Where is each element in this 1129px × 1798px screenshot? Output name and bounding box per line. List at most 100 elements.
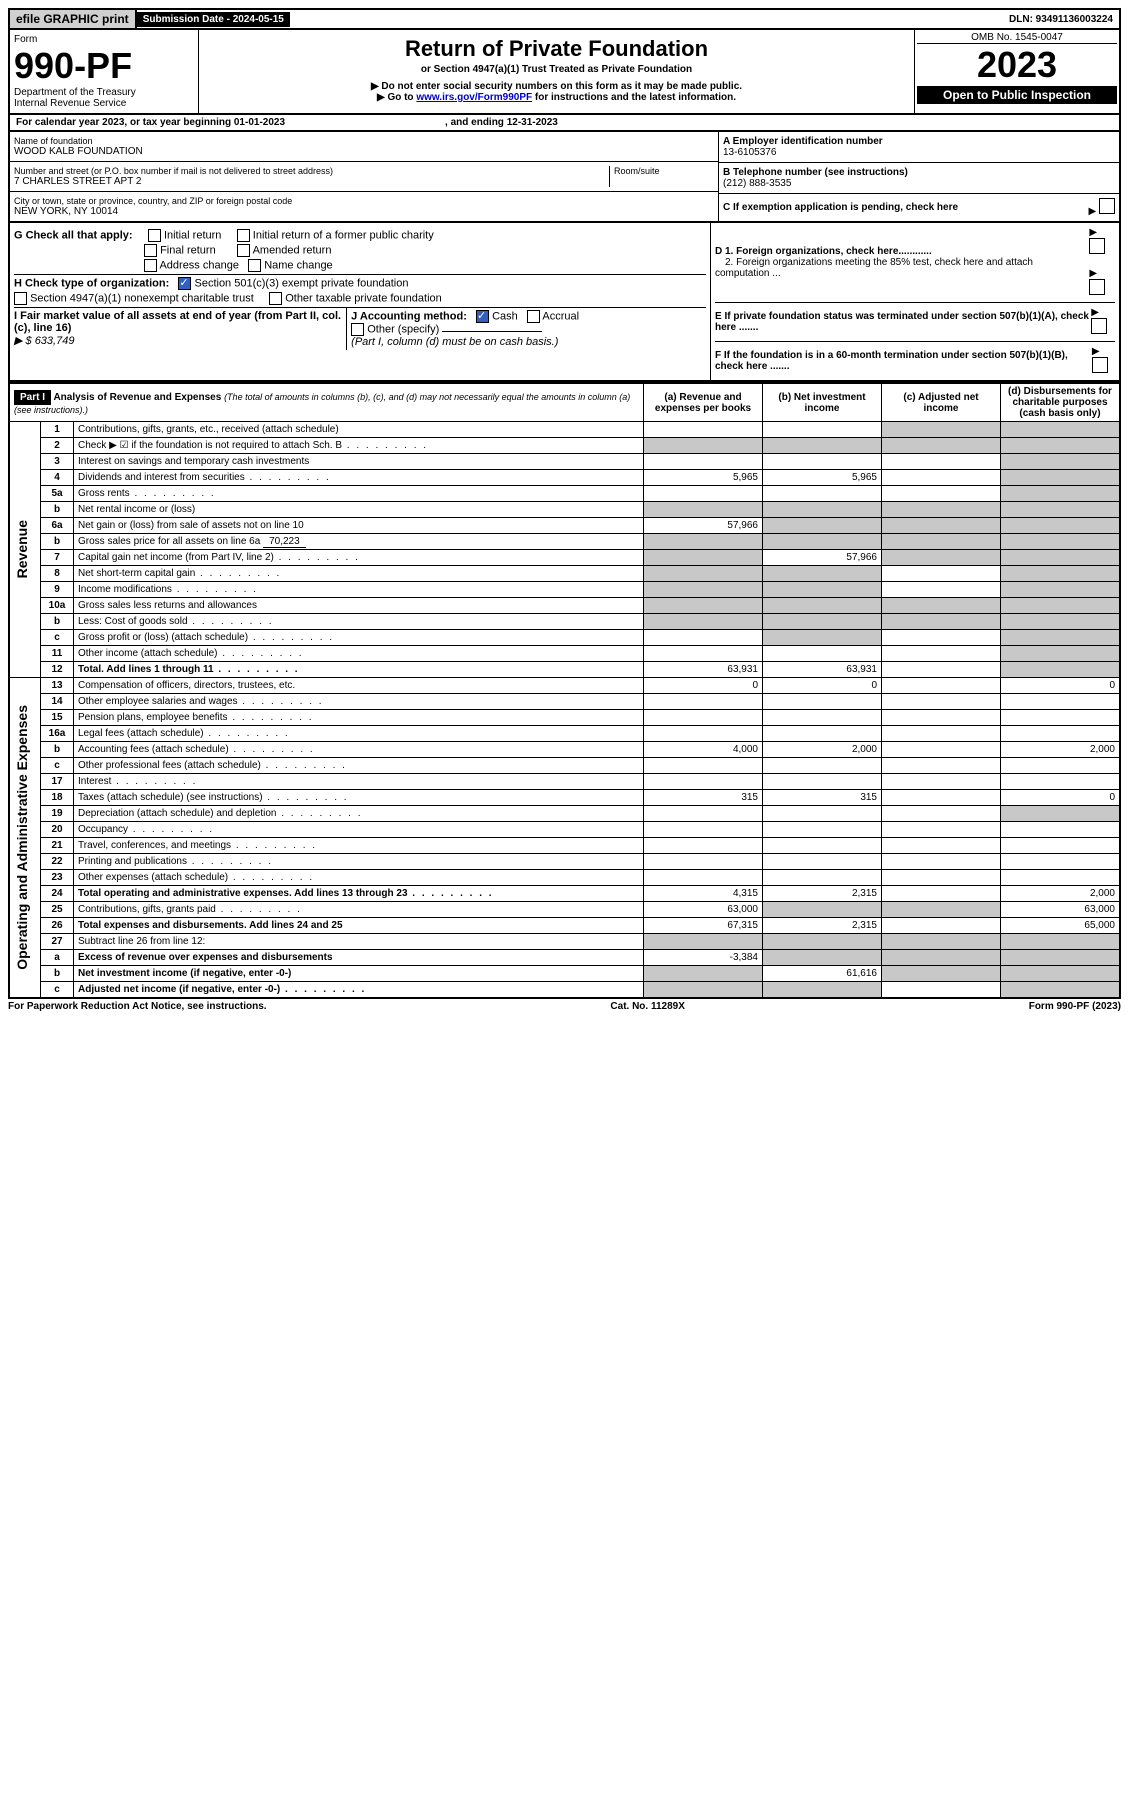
value-cell bbox=[882, 726, 1001, 742]
col-c-header: (c) Adjusted net income bbox=[882, 383, 1001, 422]
line-description: Gross profit or (loss) (attach schedule) bbox=[74, 630, 644, 646]
table-row: 10aGross sales less returns and allowanc… bbox=[9, 598, 1120, 614]
line-number: c bbox=[41, 982, 74, 999]
value-cell: 65,000 bbox=[1001, 918, 1121, 934]
value-cell bbox=[1001, 486, 1121, 502]
g3-label: Final return bbox=[160, 244, 216, 256]
value-cell bbox=[882, 934, 1001, 950]
value-cell bbox=[763, 934, 882, 950]
value-cell bbox=[882, 550, 1001, 566]
line-number: 2 bbox=[41, 438, 74, 454]
cash-checkbox[interactable] bbox=[476, 310, 489, 323]
exemption-checkbox[interactable] bbox=[1099, 198, 1115, 214]
value-cell bbox=[763, 438, 882, 454]
line-number: b bbox=[41, 614, 74, 630]
value-cell bbox=[763, 646, 882, 662]
value-cell bbox=[644, 454, 763, 470]
accrual-checkbox[interactable] bbox=[527, 310, 540, 323]
line-description: Adjusted net income (if negative, enter … bbox=[74, 982, 644, 999]
address-change-checkbox[interactable] bbox=[144, 259, 157, 272]
value-cell bbox=[882, 870, 1001, 886]
line-number: 19 bbox=[41, 806, 74, 822]
line-description: Pension plans, employee benefits bbox=[74, 710, 644, 726]
value-cell bbox=[1001, 822, 1121, 838]
value-cell: 2,000 bbox=[1001, 886, 1121, 902]
line-description: Taxes (attach schedule) (see instruction… bbox=[74, 790, 644, 806]
col-a-header: (a) Revenue and expenses per books bbox=[644, 383, 763, 422]
d1-checkbox[interactable] bbox=[1089, 238, 1105, 254]
e-checkbox[interactable] bbox=[1091, 318, 1107, 334]
value-cell bbox=[1001, 710, 1121, 726]
value-cell bbox=[1001, 518, 1121, 534]
initial-return-checkbox[interactable] bbox=[148, 229, 161, 242]
value-cell bbox=[882, 662, 1001, 678]
table-row: 12Total. Add lines 1 through 1163,93163,… bbox=[9, 662, 1120, 678]
page-footer: For Paperwork Reduction Act Notice, see … bbox=[8, 999, 1121, 1014]
value-cell bbox=[1001, 854, 1121, 870]
value-cell bbox=[1001, 934, 1121, 950]
table-row: bAccounting fees (attach schedule)4,0002… bbox=[9, 742, 1120, 758]
table-row: 3Interest on savings and temporary cash … bbox=[9, 454, 1120, 470]
value-cell: 315 bbox=[763, 790, 882, 806]
line-number: 14 bbox=[41, 694, 74, 710]
line-description: Gross rents bbox=[74, 486, 644, 502]
amended-return-checkbox[interactable] bbox=[237, 244, 250, 257]
value-cell bbox=[644, 502, 763, 518]
value-cell bbox=[763, 502, 882, 518]
value-cell bbox=[763, 822, 882, 838]
value-cell bbox=[763, 758, 882, 774]
final-return-checkbox[interactable] bbox=[144, 244, 157, 257]
value-cell bbox=[644, 438, 763, 454]
line-description: Excess of revenue over expenses and disb… bbox=[74, 950, 644, 966]
line-number: 1 bbox=[41, 422, 74, 438]
value-cell bbox=[763, 806, 882, 822]
name-change-checkbox[interactable] bbox=[248, 259, 261, 272]
room-label: Room/suite bbox=[614, 166, 714, 176]
value-cell bbox=[882, 950, 1001, 966]
value-cell bbox=[763, 774, 882, 790]
table-row: 6aNet gain or (loss) from sale of assets… bbox=[9, 518, 1120, 534]
other-method-checkbox[interactable] bbox=[351, 323, 364, 336]
line-number: 25 bbox=[41, 902, 74, 918]
line-description: Income modifications bbox=[74, 582, 644, 598]
value-cell bbox=[644, 982, 763, 999]
g2-label: Initial return of a former public charit… bbox=[253, 229, 434, 241]
efile-print-button[interactable]: efile GRAPHIC print bbox=[10, 10, 137, 28]
value-cell bbox=[763, 566, 882, 582]
value-cell bbox=[763, 870, 882, 886]
initial-former-checkbox[interactable] bbox=[237, 229, 250, 242]
line-description: Travel, conferences, and meetings bbox=[74, 838, 644, 854]
value-cell bbox=[644, 534, 763, 550]
d2-label: 2. Foreign organizations meeting the 85%… bbox=[715, 257, 1033, 279]
checks-block: G Check all that apply: Initial return I… bbox=[8, 223, 1121, 382]
line-number: 15 bbox=[41, 710, 74, 726]
value-cell bbox=[763, 598, 882, 614]
phone-label: B Telephone number (see instructions) bbox=[723, 167, 1115, 178]
open-public-badge: Open to Public Inspection bbox=[917, 86, 1117, 104]
table-row: 22Printing and publications bbox=[9, 854, 1120, 870]
value-cell bbox=[882, 854, 1001, 870]
table-row: 26Total expenses and disbursements. Add … bbox=[9, 918, 1120, 934]
value-cell bbox=[644, 934, 763, 950]
value-cell bbox=[882, 502, 1001, 518]
form990pf-link[interactable]: www.irs.gov/Form990PF bbox=[416, 92, 532, 103]
footer-mid: Cat. No. 11289X bbox=[610, 1001, 684, 1012]
dept-label: Department of the Treasury bbox=[14, 87, 194, 98]
4947-checkbox[interactable] bbox=[14, 292, 27, 305]
line-number: 11 bbox=[41, 646, 74, 662]
d2-checkbox[interactable] bbox=[1089, 279, 1105, 295]
value-cell bbox=[1001, 694, 1121, 710]
501c3-checkbox[interactable] bbox=[178, 277, 191, 290]
line-number: 26 bbox=[41, 918, 74, 934]
f-checkbox[interactable] bbox=[1092, 357, 1108, 373]
line-number: 17 bbox=[41, 774, 74, 790]
other-taxable-checkbox[interactable] bbox=[269, 292, 282, 305]
line-description: Less: Cost of goods sold bbox=[74, 614, 644, 630]
line-number: a bbox=[41, 950, 74, 966]
line-description: Legal fees (attach schedule) bbox=[74, 726, 644, 742]
line-number: 16a bbox=[41, 726, 74, 742]
value-cell bbox=[644, 870, 763, 886]
table-row: 18Taxes (attach schedule) (see instructi… bbox=[9, 790, 1120, 806]
value-cell bbox=[1001, 438, 1121, 454]
h1-label: Section 501(c)(3) exempt private foundat… bbox=[194, 277, 408, 289]
